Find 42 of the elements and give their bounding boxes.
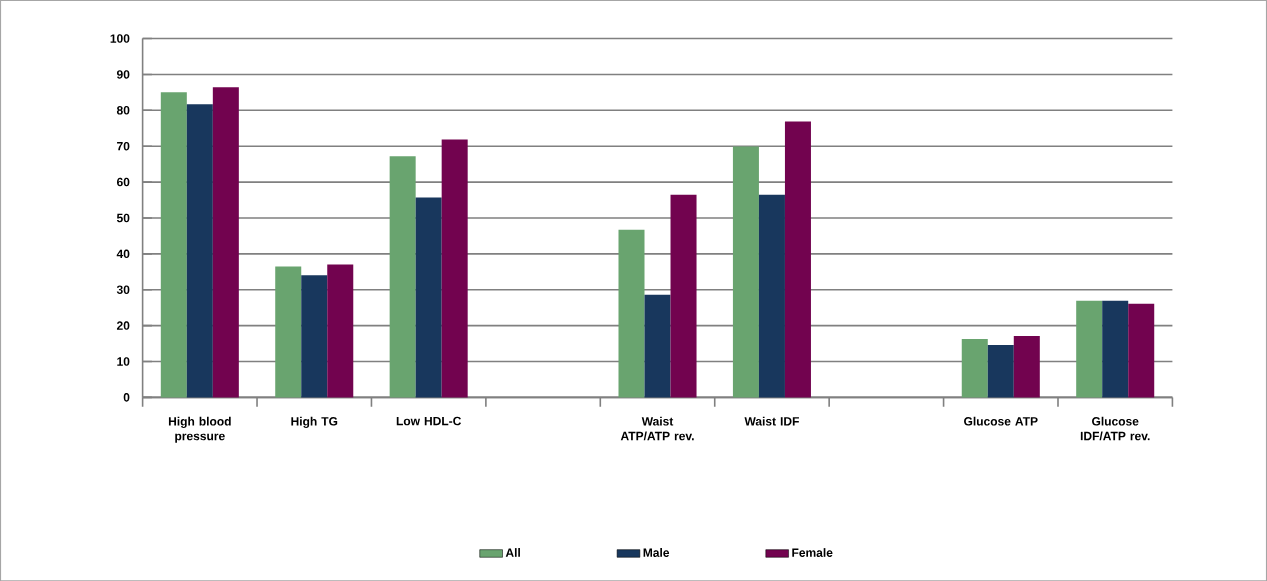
legend-label: Male [643,547,670,557]
y-tick-label: 70 [117,141,130,151]
x-tick-label: Waist IDF [744,416,799,426]
bar [186,104,213,398]
legend-label: All [505,547,520,557]
bar [987,344,1014,398]
bar [415,197,442,398]
bar [1128,303,1155,398]
bar [644,294,671,398]
x-tick-label: High TG [291,416,338,428]
bar [389,156,416,398]
bar [160,92,187,398]
bar [441,139,468,398]
x-tick-label: Glucose ATP [964,416,1038,426]
y-tick-label: 10 [117,357,130,366]
y-tick-label: 60 [116,177,130,187]
bar [1013,335,1040,398]
y-tick-label: 100 [110,34,130,43]
bar [732,146,759,398]
bar [1102,300,1129,398]
y-tick-label: 40 [116,249,130,258]
bar [784,121,811,398]
y-tick-label: 30 [116,285,130,294]
x-tick-label: Waist ATP/ATP rev. [620,416,694,441]
y-tick-label: 50 [116,213,130,223]
x-tick-label: Glucose IDF/ATP rev. [1080,416,1150,441]
x-tick-label: High blood pressure [168,416,231,443]
legend-label: Female [792,547,833,557]
bar [212,87,239,398]
bar [1076,300,1103,398]
y-tick-label: 0 [123,392,130,402]
y-tick-label: 20 [116,321,130,330]
bar [301,275,328,398]
bar [275,266,302,398]
bar [670,194,697,398]
bar [327,264,354,398]
bar [618,229,645,398]
bar [758,194,785,398]
bar [961,338,988,398]
y-tick-label: 80 [116,105,130,115]
x-tick-label: Low HDL-C [396,416,462,426]
y-tick-label: 90 [116,70,130,79]
